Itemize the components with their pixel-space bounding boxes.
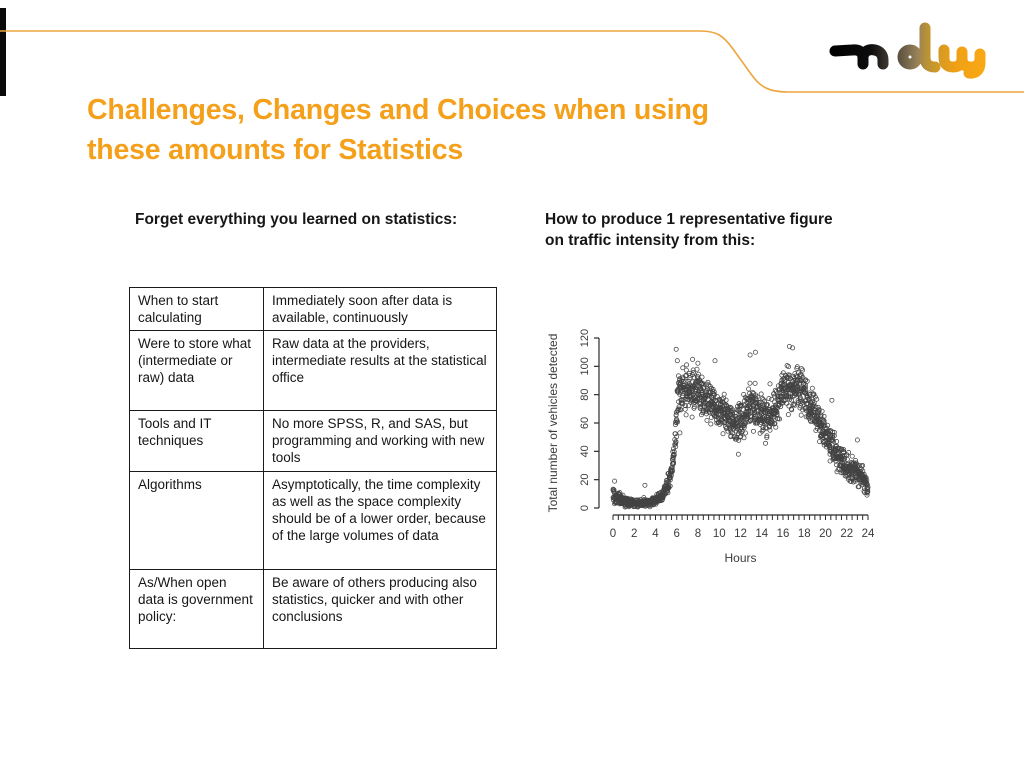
right-heading-line1: How to produce 1 representative figure (545, 211, 833, 228)
x-tick-label: 0 (610, 528, 616, 540)
left-column-heading: Forget everything you learned on statist… (135, 211, 458, 228)
description-cell: Immediately soon after data is available… (263, 287, 497, 331)
x-tick-label: 18 (798, 528, 811, 540)
right-heading-line2: on traffic intensity from this: (545, 232, 756, 249)
table-row: Were to store what (intermediate or raw)… (129, 330, 497, 411)
y-tick-label: 40 (579, 445, 591, 457)
description-cell: Raw data at the providers, intermediate … (263, 330, 497, 411)
description-cell: No more SPSS, R, and SAS, but programmin… (263, 410, 497, 472)
x-tick-label: 8 (695, 528, 701, 540)
table-row: Tools and IT techniques No more SPSS, R, … (129, 410, 497, 472)
y-tick-label: 80 (579, 389, 591, 401)
x-tick-label: 16 (777, 528, 790, 540)
y-tick-label: 60 (579, 417, 591, 429)
y-tick-labels: 0 20 40 60 80 100 120 (579, 329, 591, 511)
description-cell: Asymptotically, the time complexity as w… (263, 471, 497, 570)
x-tick-label: 10 (713, 528, 726, 540)
slide-title-line1: Challenges, Changes and Choices when usi… (87, 94, 709, 126)
x-axis-title: Hours (724, 551, 756, 565)
x-tick-label: 14 (755, 528, 768, 540)
top-divider-line (0, 30, 1024, 93)
term-cell: When to start calculating (129, 287, 264, 331)
slide-title-line2: these amounts for Statistics (87, 134, 464, 166)
y-tick-label: 0 (579, 505, 591, 511)
x-tick-label: 6 (674, 528, 680, 540)
y-tick-label: 120 (579, 329, 591, 347)
x-tick-label: 4 (652, 528, 659, 540)
x-tick-label: 2 (631, 528, 637, 540)
table-row: When to start calculating Immediately soo… (129, 287, 497, 331)
logo-letter-w (938, 44, 986, 79)
chart-axes (594, 337, 869, 520)
x-tick-label: 20 (819, 528, 832, 540)
logo-letter-d-bowl (897, 44, 923, 70)
x-tick-label: 22 (840, 528, 853, 540)
term-cell: Tools and IT techniques (129, 410, 264, 472)
x-tick-labels: 0 2 4 6 8 10 12 14 16 18 20 22 24 (610, 528, 875, 540)
statistics-challenges-table: When to start calculating Immediately soo… (129, 287, 497, 649)
logo-letter-n (829, 44, 889, 70)
table-row: As/When open data is government policy: B… (129, 569, 497, 649)
term-cell: Algorithms (129, 471, 264, 570)
table-row: Algorithms Asymptotically, the time compl… (129, 471, 497, 570)
y-tick-label: 20 (579, 474, 591, 486)
right-column-heading: How to produce 1 representative figure o… (545, 209, 885, 251)
description-cell: Be aware of others producing also statis… (263, 569, 497, 649)
x-tick-label: 24 (862, 528, 875, 540)
slide-title: Challenges, Changes and Choices when usi… (87, 90, 907, 170)
left-accent-bar (0, 8, 6, 96)
scatter-points (610, 344, 871, 510)
y-axis-title: Total number of vehicles detected (546, 334, 560, 513)
logo-letter-d-stem (919, 22, 941, 73)
term-cell: Were to store what (intermediate or raw)… (129, 330, 264, 411)
term-cell: As/When open data is government policy: (129, 569, 264, 649)
y-tick-label: 100 (579, 357, 591, 375)
x-tick-label: 12 (734, 528, 747, 540)
ndw-logo (829, 22, 986, 79)
